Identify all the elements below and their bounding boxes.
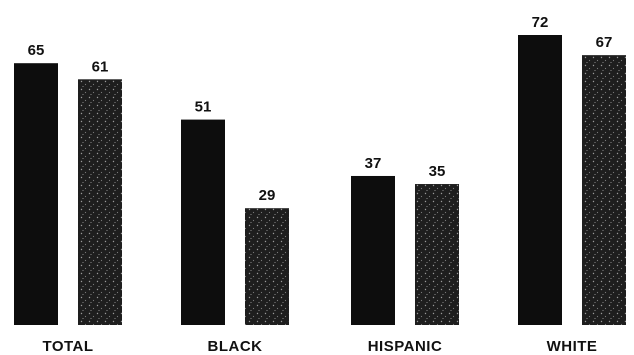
value-label-black-series-2: 29 [259,187,276,204]
bar-white-series-1 [518,35,562,325]
bar-total-series-2 [78,79,122,325]
category-label-black: BLACK [208,338,263,355]
bar-hispanic-series-2 [415,184,459,325]
value-label-black-series-1: 51 [195,99,212,116]
value-label-white-series-1: 72 [532,14,549,31]
value-label-hispanic-series-2: 35 [429,163,446,180]
value-labels-layer: 65 61 51 29 37 35 72 67 [28,14,613,204]
value-label-total-series-2: 61 [92,58,109,75]
value-label-hispanic-series-1: 37 [365,155,382,172]
bar-hispanic-series-1 [351,175,395,325]
bar-black-series-2 [245,208,289,325]
category-label-white: WHITE [547,338,598,355]
bar-black-series-1 [181,119,225,325]
value-label-total-series-1: 65 [28,42,45,59]
category-labels-layer: TOTAL BLACK HISPANIC WHITE [42,338,598,355]
category-label-hispanic: HISPANIC [368,338,443,355]
value-label-white-series-2: 67 [596,34,613,51]
bar-white-series-2 [582,55,626,326]
bar-total-series-1 [14,63,58,325]
category-label-total: TOTAL [42,338,93,355]
bars-layer [14,35,626,326]
